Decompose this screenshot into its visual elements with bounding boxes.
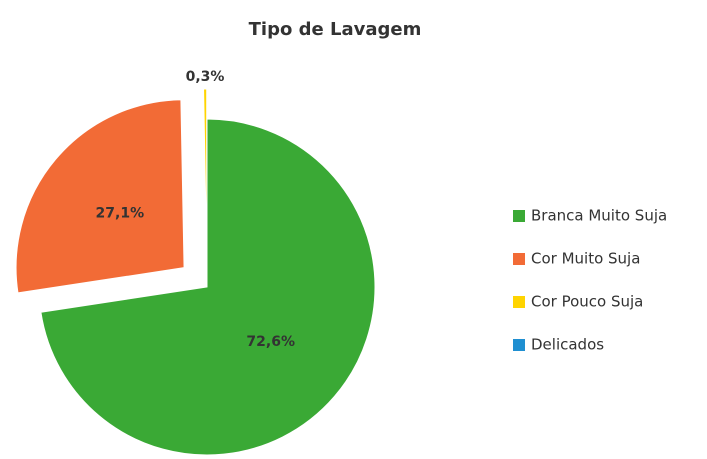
pie-slice: [15, 99, 185, 294]
legend-label: Cor Pouco Suja: [531, 293, 643, 311]
legend-swatch: [513, 253, 525, 265]
legend-label: Delicados: [531, 336, 604, 354]
chart-title: Tipo de Lavagem: [249, 19, 422, 40]
legend-label: Branca Muito Suja: [531, 207, 667, 225]
pie-slice: [40, 118, 376, 456]
data-label: 0,3%: [186, 69, 225, 85]
legend-swatch: [513, 339, 525, 351]
data-label: 72,6%: [246, 334, 295, 350]
legend-label: Cor Muito Suja: [531, 250, 640, 268]
data-label: 27,1%: [96, 206, 145, 222]
legend-swatch: [513, 296, 525, 308]
legend-swatch: [513, 210, 525, 222]
pie-slice: [203, 88, 208, 258]
